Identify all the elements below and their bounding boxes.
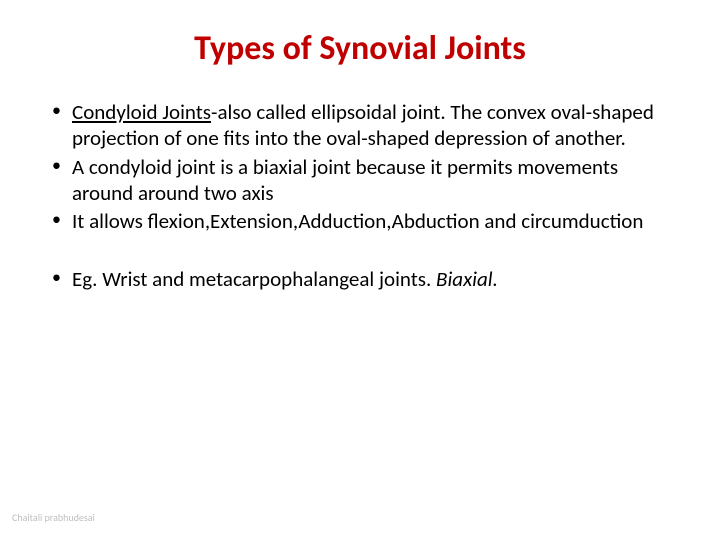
bullet-item: A condyloid joint is a biaxial joint bec… xyxy=(48,154,680,207)
bullet-lead: Condyloid Joints xyxy=(72,99,211,125)
slide-title: Types of Synovial Joints xyxy=(0,0,720,99)
bullet-text: A condyloid joint is a biaxial joint bec… xyxy=(72,154,618,206)
example-item: Eg. Wrist and metacarpophalangeal joints… xyxy=(48,266,680,292)
footer-author: Chaitali prabhudesai xyxy=(12,511,95,524)
bullet-list: Condyloid Joints-also called ellipsoidal… xyxy=(48,99,680,234)
bullet-text: It allows flexion,Extension,Adduction,Ab… xyxy=(72,208,643,234)
bullet-item: Condyloid Joints-also called ellipsoidal… xyxy=(48,99,680,152)
example-italic: Biaxial. xyxy=(436,266,498,292)
bullet-item: It allows flexion,Extension,Adduction,Ab… xyxy=(48,208,680,234)
example-list: Eg. Wrist and metacarpophalangeal joints… xyxy=(48,266,680,292)
slide-body: Condyloid Joints-also called ellipsoidal… xyxy=(0,99,720,293)
example-prefix: Eg. Wrist and metacarpophalangeal joints… xyxy=(72,266,436,292)
